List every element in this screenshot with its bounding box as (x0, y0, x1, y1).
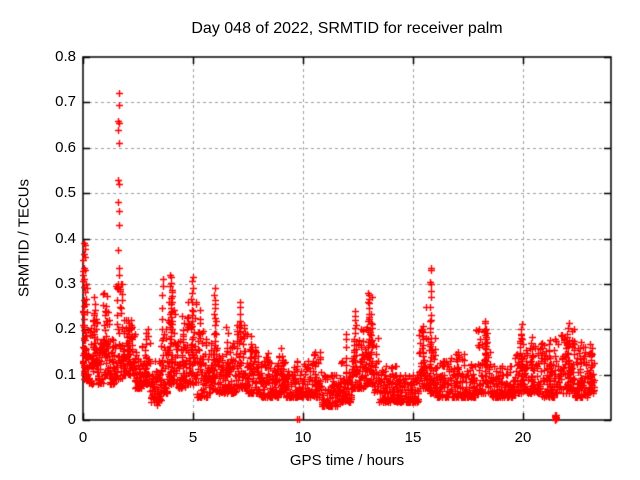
y-tick-label: 0.4 (55, 229, 76, 247)
y-tick-label: 0.6 (55, 138, 76, 156)
y-tick-label: 0.2 (55, 320, 76, 338)
y-tick-label: 0.7 (55, 93, 76, 111)
y-tick-label: 0.1 (55, 365, 76, 383)
x-tick-label: 5 (188, 429, 198, 446)
y-tick-label: 0.8 (55, 48, 76, 65)
x-tick-label: 15 (404, 429, 422, 446)
y-tick-label: 0 (67, 411, 76, 428)
x-tick-label: 10 (294, 429, 312, 446)
y-tick-label: 0.3 (55, 274, 76, 292)
x-axis-label: GPS time / hours (289, 452, 405, 469)
y-tick-label: 0.5 (55, 184, 76, 202)
chart-title: Day 048 of 2022, SRMTID for receiver pal… (191, 20, 503, 37)
x-tick-label: 20 (514, 429, 532, 446)
x-tick-label: 0 (78, 429, 88, 446)
